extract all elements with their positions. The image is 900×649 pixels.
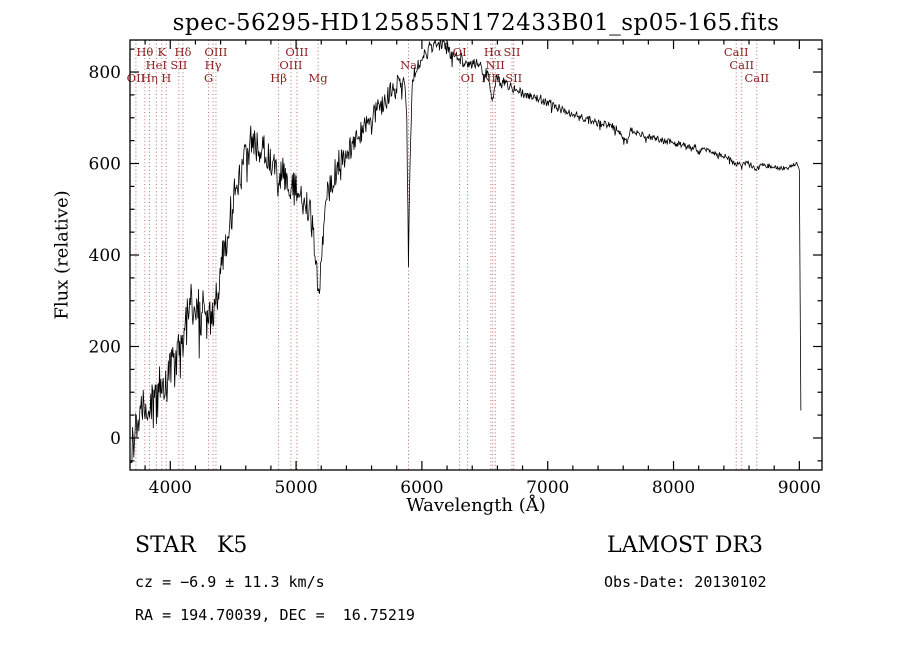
spectral-line-label: Hδ — [174, 45, 191, 59]
spectral-line-label: H — [161, 71, 171, 85]
x-tick-label: 8000 — [652, 478, 695, 498]
spectral-line-label: SII — [170, 58, 187, 72]
spectral-line-label: Na — [400, 58, 417, 72]
spectral-line-markers: OIIHθHηHeIKHSIIHδGHγOIIIHβOIIIOIIIMgNaOI… — [127, 40, 769, 470]
spectral-line-label: NII — [486, 58, 505, 72]
x-tick-label: 9000 — [778, 478, 821, 498]
spectral-line-label: CaII — [744, 71, 769, 85]
x-tick-label: 4000 — [149, 478, 192, 498]
tick-labels: 4000 5000 6000 7000 8000 9000 0 200 400 600 800 — [89, 63, 821, 498]
y-tick-label: 800 — [89, 63, 121, 83]
spectral-line-label: G — [204, 71, 213, 85]
x-tick-label: 5000 — [274, 478, 317, 498]
chart-title: spec-56295-HD125855N172433B01_sp05-165.f… — [172, 10, 780, 36]
spectrum-chart: OIIHθHηHeIKHSIIHδGHγOIIIHβOIIIOIIIMgNaOI… — [89, 39, 823, 498]
axis-ticks — [130, 40, 822, 470]
spectral-line-label: SII — [503, 45, 520, 59]
spectral-line-label: CaII — [724, 45, 749, 59]
obs-date-label: Obs-Date: 20130102 — [604, 573, 767, 591]
y-axis-label: Flux (relative) — [51, 190, 73, 320]
coordinates-label: RA = 194.70039, DEC = 16.75219 — [135, 606, 415, 624]
spectral-line-label: Hα — [484, 45, 502, 59]
spectral-line-label: Hη — [141, 71, 158, 85]
cz-velocity-label: cz = −6.9 ± 11.3 km/s — [135, 573, 325, 591]
spectral-line-label: OII — [127, 71, 146, 85]
spectrum-path — [130, 40, 802, 464]
spectral-line-label: HeI — [146, 58, 167, 72]
spectral-line-label: Mg — [309, 71, 329, 85]
x-axis-label: Wavelength (Å) — [406, 495, 546, 516]
spectral-line-label: OIII — [285, 45, 308, 59]
spectral-line-label: CaII — [729, 58, 754, 72]
x-tick-label: 7000 — [526, 478, 569, 498]
x-tick-label: 6000 — [400, 478, 443, 498]
spectral-line-label: OI — [461, 71, 475, 85]
spectral-line-label: K — [158, 45, 167, 59]
object-class-label: STAR K5 — [135, 533, 248, 558]
spectral-line-label: SII — [505, 71, 522, 85]
y-tick-label: 400 — [89, 246, 121, 266]
spectral-line-label: OI — [453, 45, 467, 59]
spectral-line-label: OIII — [279, 58, 302, 72]
spectral-line-label: Hθ — [136, 45, 153, 59]
y-tick-label: 600 — [89, 155, 121, 175]
y-tick-label: 0 — [110, 429, 121, 449]
y-tick-label: 200 — [89, 337, 121, 357]
plot-frame — [129, 39, 823, 471]
spectral-line-label: Hγ — [205, 58, 222, 72]
spectral-line-label: Hβ — [270, 71, 287, 85]
spectral-line-label: OIII — [204, 45, 227, 59]
survey-label: LAMOST DR3 — [607, 533, 763, 558]
